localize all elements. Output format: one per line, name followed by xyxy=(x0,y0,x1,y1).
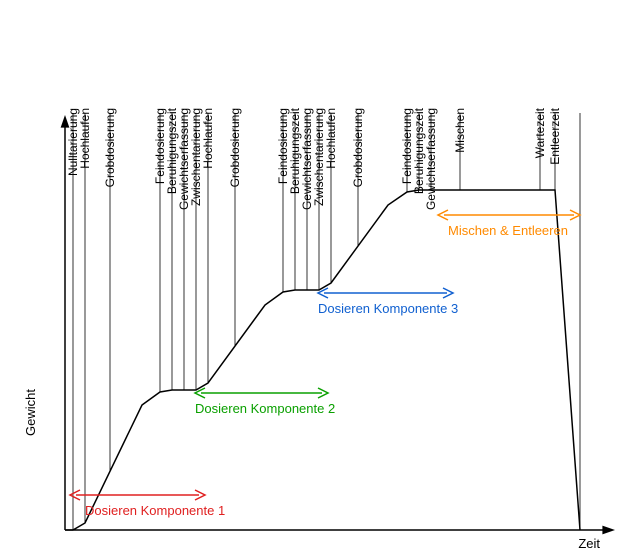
phase-label: Hochlaufen xyxy=(324,108,338,169)
phase-label: Hochlaufen xyxy=(201,108,215,169)
phase-label: Grobdosierung xyxy=(228,108,242,187)
phase-label: Grobdosierung xyxy=(103,108,117,187)
annotation-label: Mischen & Entleeren xyxy=(448,223,568,238)
x-axis-label: Zeit xyxy=(578,536,600,551)
annotation-label: Dosieren Komponente 1 xyxy=(85,503,225,518)
phase-label: Wartezeit xyxy=(533,107,547,158)
phase-label: Hochlaufen xyxy=(78,108,92,169)
background xyxy=(0,0,630,553)
annotation-label: Dosieren Komponente 2 xyxy=(195,401,335,416)
chart-svg: GewichtZeitNulltarierungHochlaufenGrobdo… xyxy=(0,0,630,553)
phase-label: Gewichtserfassung xyxy=(424,108,438,210)
phase-label: Mischen xyxy=(453,108,467,153)
chart-container: GewichtZeitNulltarierungHochlaufenGrobdo… xyxy=(0,0,630,553)
phase-label: Entleerzeit xyxy=(548,107,562,164)
y-axis-label: Gewicht xyxy=(23,389,38,436)
annotation-label: Dosieren Komponente 3 xyxy=(318,301,458,316)
phase-label: Grobdosierung xyxy=(351,108,365,187)
